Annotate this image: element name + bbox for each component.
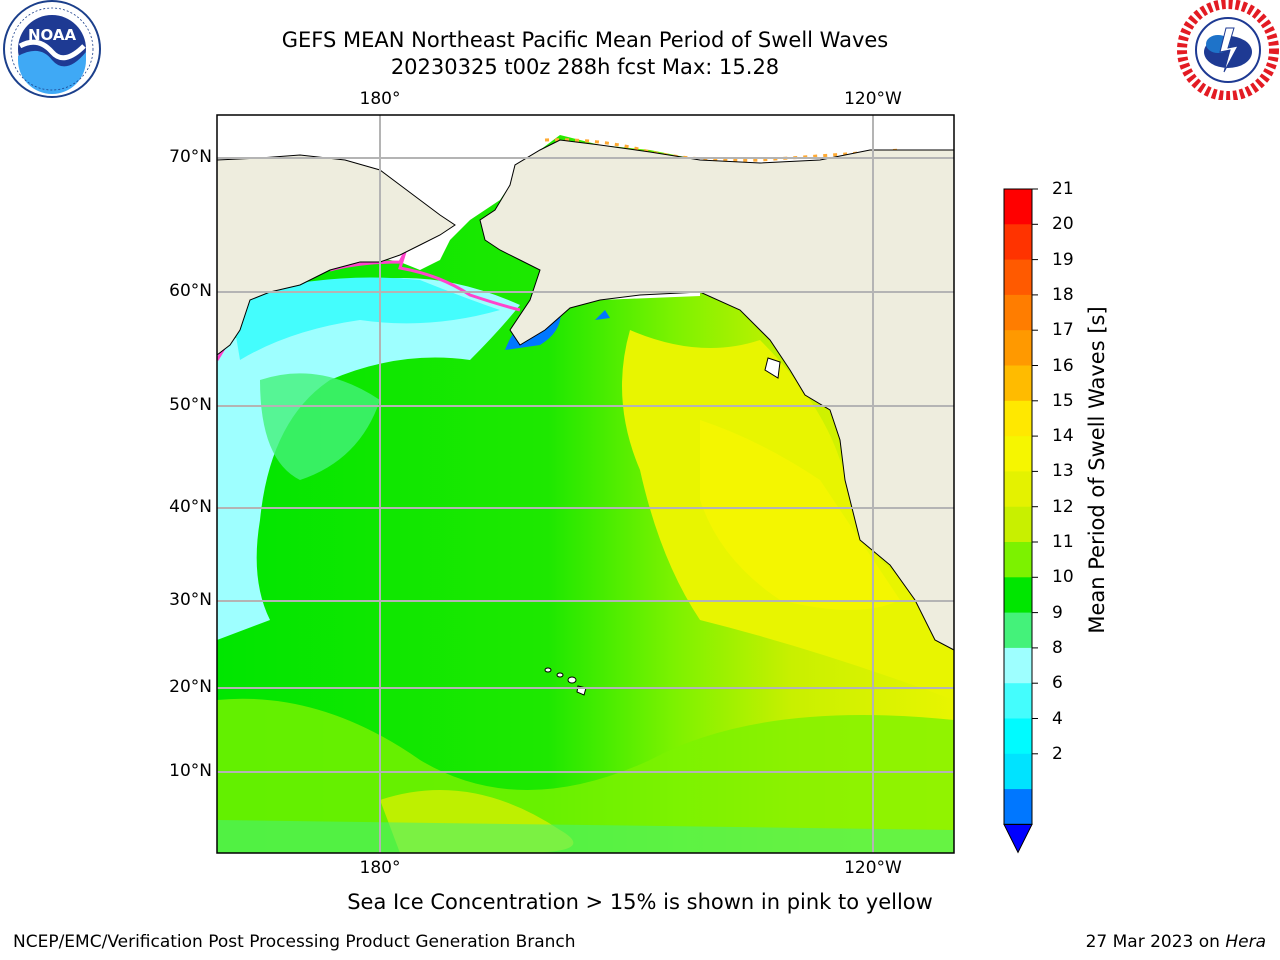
colorbar-tick-label: 16	[1052, 355, 1074, 376]
footer-credit: NCEP/EMC/Verification Post Processing Pr…	[13, 932, 576, 952]
colorbar-tick-label: 4	[1052, 708, 1063, 729]
colorbar-tick-label: 6	[1052, 673, 1063, 694]
colorbar-segment	[1004, 683, 1032, 719]
lat-label-20: 20°N	[169, 677, 212, 697]
colorbar-tick-label: 13	[1052, 461, 1074, 482]
chart-title: GEFS MEAN Northeast Pacific Mean Period …	[281, 28, 889, 52]
colorbar-extend-arrow	[1003, 823, 1033, 854]
footer-date: 27 Mar 2023 on Hera	[1086, 932, 1266, 952]
colorbar-tick-label: 8	[1052, 637, 1063, 658]
lon-label-top-180: 180°	[359, 89, 401, 109]
national-weather-service-logo-icon	[1177, 0, 1279, 100]
colorbar-segment	[1004, 224, 1032, 261]
chart-subtitle: 20230325 t00z 288h fcst Max: 15.28	[390, 55, 780, 79]
colorbar-tick-label: 2	[1052, 743, 1063, 764]
western-cyan-region	[217, 278, 520, 640]
noaa-logo-icon: NOAA	[3, 0, 101, 98]
colorbar-segment	[1004, 471, 1032, 508]
land-north-america	[479, 139, 954, 651]
colorbar-segment	[1004, 542, 1032, 578]
alaska-gulf-white	[555, 290, 700, 300]
colorbar-segment	[1004, 189, 1032, 225]
southern-green-strip	[217, 820, 954, 853]
colorbar-segment	[1004, 789, 1032, 825]
colorbar-segment	[1004, 259, 1032, 296]
colorbar-tick-label: 10	[1052, 567, 1074, 588]
colorbar-segment	[1004, 612, 1032, 649]
lon-label-bottom-180: 180°	[359, 858, 401, 878]
western-turquoise-region	[230, 277, 500, 360]
graticule	[217, 115, 954, 853]
colorbar-tick-label: 17	[1052, 320, 1074, 341]
colorbar-segment	[1004, 506, 1032, 543]
colorbar-segment	[1004, 647, 1032, 684]
colorbar-segment	[1004, 365, 1032, 402]
lon-label-top-120w: 120°W	[844, 89, 902, 109]
lat-label-50: 50°N	[169, 395, 212, 415]
map-frame	[216, 114, 955, 854]
western-green-patch	[260, 373, 380, 480]
sea-ice-fringe-bering	[329, 251, 521, 312]
colorbar-tick-label: 9	[1052, 602, 1063, 623]
bering-blue-patch-2	[595, 310, 610, 320]
colorbar-segment	[1004, 577, 1032, 614]
lat-label-40: 40°N	[169, 497, 212, 517]
colorbar-segment	[1004, 330, 1032, 366]
lat-label-70: 70°N	[169, 147, 212, 167]
colorbar-title: Mean Period of Swell Waves [s]	[1085, 306, 1109, 634]
colorbar-tick-label: 15	[1052, 390, 1074, 411]
colorbar-tick-label: 11	[1052, 532, 1074, 552]
colorbar-segment	[1004, 400, 1032, 437]
lat-label-10: 10°N	[169, 761, 212, 781]
vancouver-island	[764, 357, 781, 379]
colorbar-tick-label: 19	[1052, 249, 1074, 270]
lon-label-bottom-120w: 120°W	[844, 858, 902, 878]
colorbar-tick-label: 12	[1052, 496, 1074, 517]
colorbar-tick-label: 18	[1052, 284, 1074, 305]
colorbar-segment	[1004, 436, 1032, 472]
svg-text:NOAA: NOAA	[28, 26, 77, 44]
colorbar-tick-label: 14	[1052, 426, 1074, 447]
footer-machine: Hera	[1225, 932, 1266, 952]
colorbar-tick-label: 20	[1052, 214, 1074, 235]
eastern-yellow-core	[700, 420, 900, 610]
sea-ice-note: Sea Ice Concentration > 15% is shown in …	[347, 890, 933, 914]
colorbar-tick-label: 21	[1052, 179, 1074, 199]
lat-label-60: 60°N	[169, 281, 212, 301]
colorbar-segment	[1004, 718, 1032, 755]
lat-label-30: 30°N	[169, 590, 212, 610]
colorbar-segment	[1004, 753, 1032, 790]
land-siberia	[217, 154, 456, 356]
colorbar-segment	[1004, 294, 1032, 331]
footer-date-text: 27 Mar 2023 on	[1085, 932, 1226, 952]
